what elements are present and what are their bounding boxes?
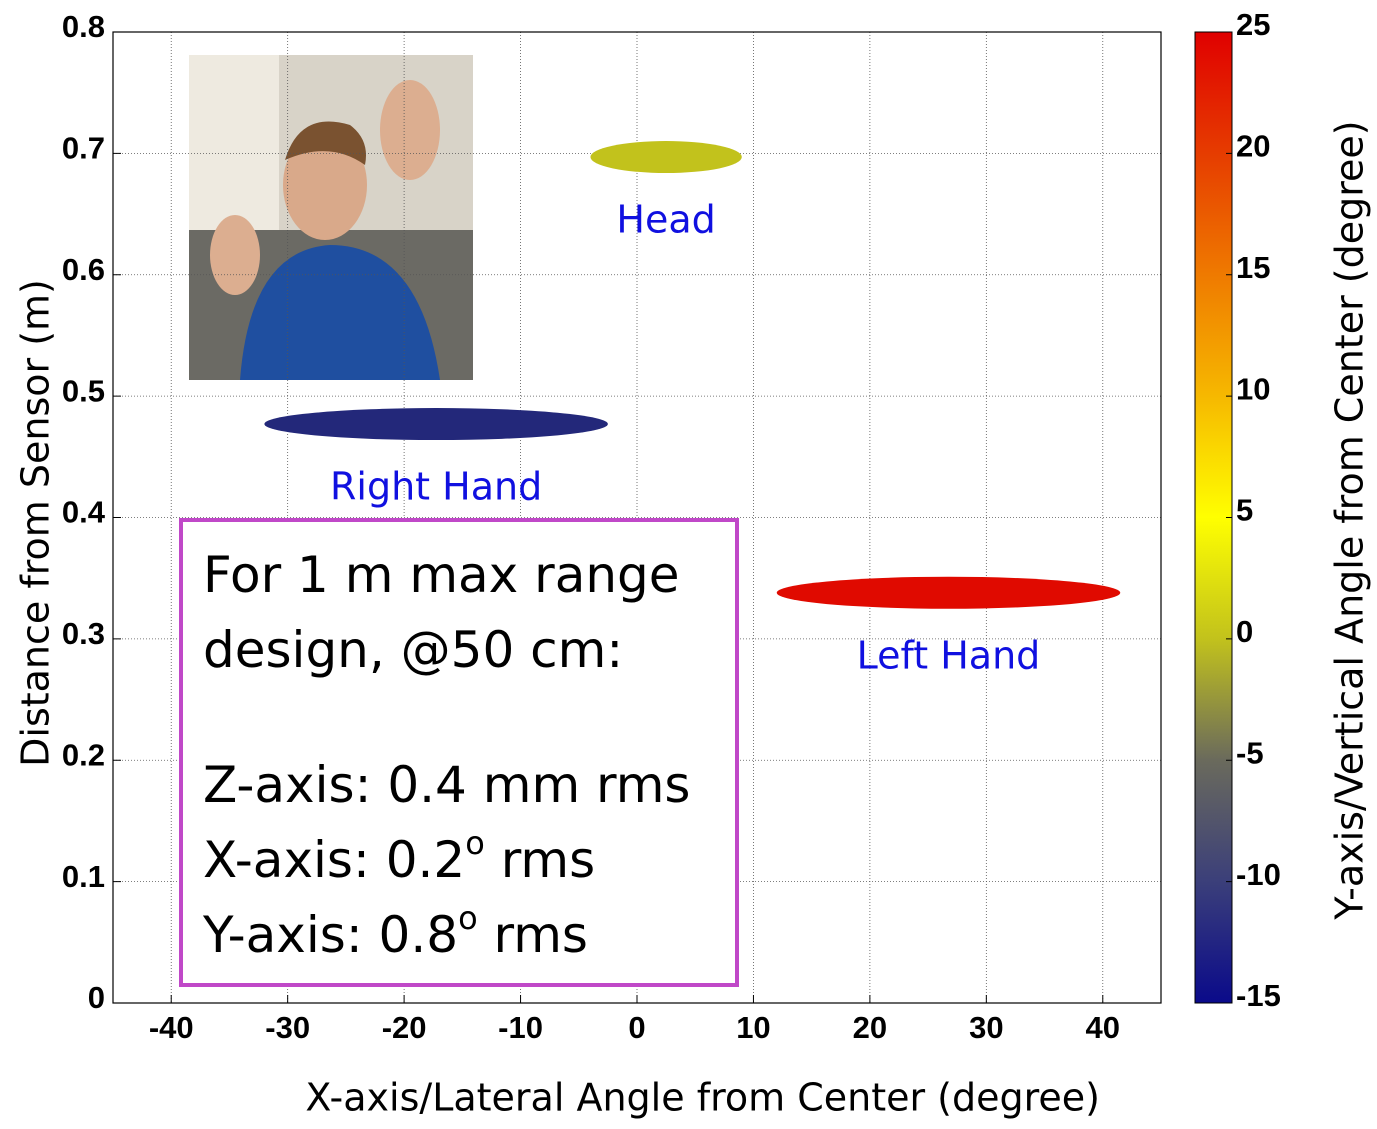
note-text: Z-axis: 0.4 mm rms <box>203 756 690 814</box>
colorbar-tick-label: 5 <box>1236 493 1253 528</box>
blob <box>777 577 1121 609</box>
note-text: rms <box>485 831 595 889</box>
colorbar-tick-label: 25 <box>1236 7 1270 42</box>
note-sup: o <box>458 899 478 937</box>
x-tick-label: -20 <box>382 1010 427 1045</box>
blob <box>590 141 741 173</box>
x-tick-label: 0 <box>628 1010 645 1045</box>
note-text: X-axis: 0.2 <box>203 831 465 889</box>
note-sup: o <box>465 824 485 862</box>
x-tick-label: 30 <box>969 1010 1003 1045</box>
chart: X-axis/Lateral Angle from Center (degree… <box>0 0 1377 1124</box>
y-tick-label: 0.7 <box>62 131 105 166</box>
note-text: Y-axis: 0.8 <box>202 906 458 964</box>
blob-label: Right Hand <box>330 465 542 509</box>
colorbar-tick-label: -5 <box>1236 735 1264 770</box>
x-tick-label: 40 <box>1086 1010 1120 1045</box>
note-text: rms <box>478 906 588 964</box>
blob-label: Left Hand <box>857 633 1041 677</box>
colorbar-tick-label: 15 <box>1236 250 1270 285</box>
y-tick-label: 0.4 <box>62 495 106 530</box>
note-line: Z-axis: 0.4 mm rms <box>203 756 690 814</box>
x-axis-label: X-axis/Lateral Angle from Center (degree… <box>305 1076 1100 1120</box>
colorbar-tick-label: -10 <box>1236 857 1281 892</box>
note-text: For 1 m max range <box>203 546 680 604</box>
colorbar-tick-label: 20 <box>1236 129 1270 164</box>
x-tick-label: -10 <box>498 1010 543 1045</box>
photo <box>189 55 473 380</box>
colorbar-tick-label: -15 <box>1236 978 1281 1013</box>
blob <box>264 408 608 440</box>
y-tick-label: 0.5 <box>62 373 105 408</box>
y-tick-label: 0.1 <box>62 859 105 894</box>
x-tick-label: 20 <box>853 1010 887 1045</box>
note-line: For 1 m max range <box>203 546 680 604</box>
note-line: design, @50 cm: <box>203 621 623 679</box>
y-tick-label: 0.6 <box>62 252 105 287</box>
y-tick-label: 0.3 <box>62 616 105 651</box>
y-tick-label: 0 <box>88 980 105 1015</box>
note-line: Y-axis: 0.8o rms <box>202 899 588 964</box>
colorbar-label: Y-axis/Vertical Angle from Center (degre… <box>1328 120 1372 920</box>
x-tick-label: -30 <box>265 1010 310 1045</box>
y-tick-label: 0.2 <box>62 737 105 772</box>
colorbar-tick-label: 0 <box>1236 614 1253 649</box>
x-tick-label: 10 <box>736 1010 770 1045</box>
blob-label: Head <box>616 198 715 242</box>
colorbar-tick-label: 10 <box>1236 371 1270 406</box>
note-line: X-axis: 0.2o rms <box>203 824 595 889</box>
x-tick-label: -40 <box>149 1010 194 1045</box>
note-text: design, @50 cm: <box>203 621 623 679</box>
y-tick-label: 0.8 <box>62 9 105 44</box>
y-axis-label: Distance from Sensor (m) <box>14 279 58 767</box>
